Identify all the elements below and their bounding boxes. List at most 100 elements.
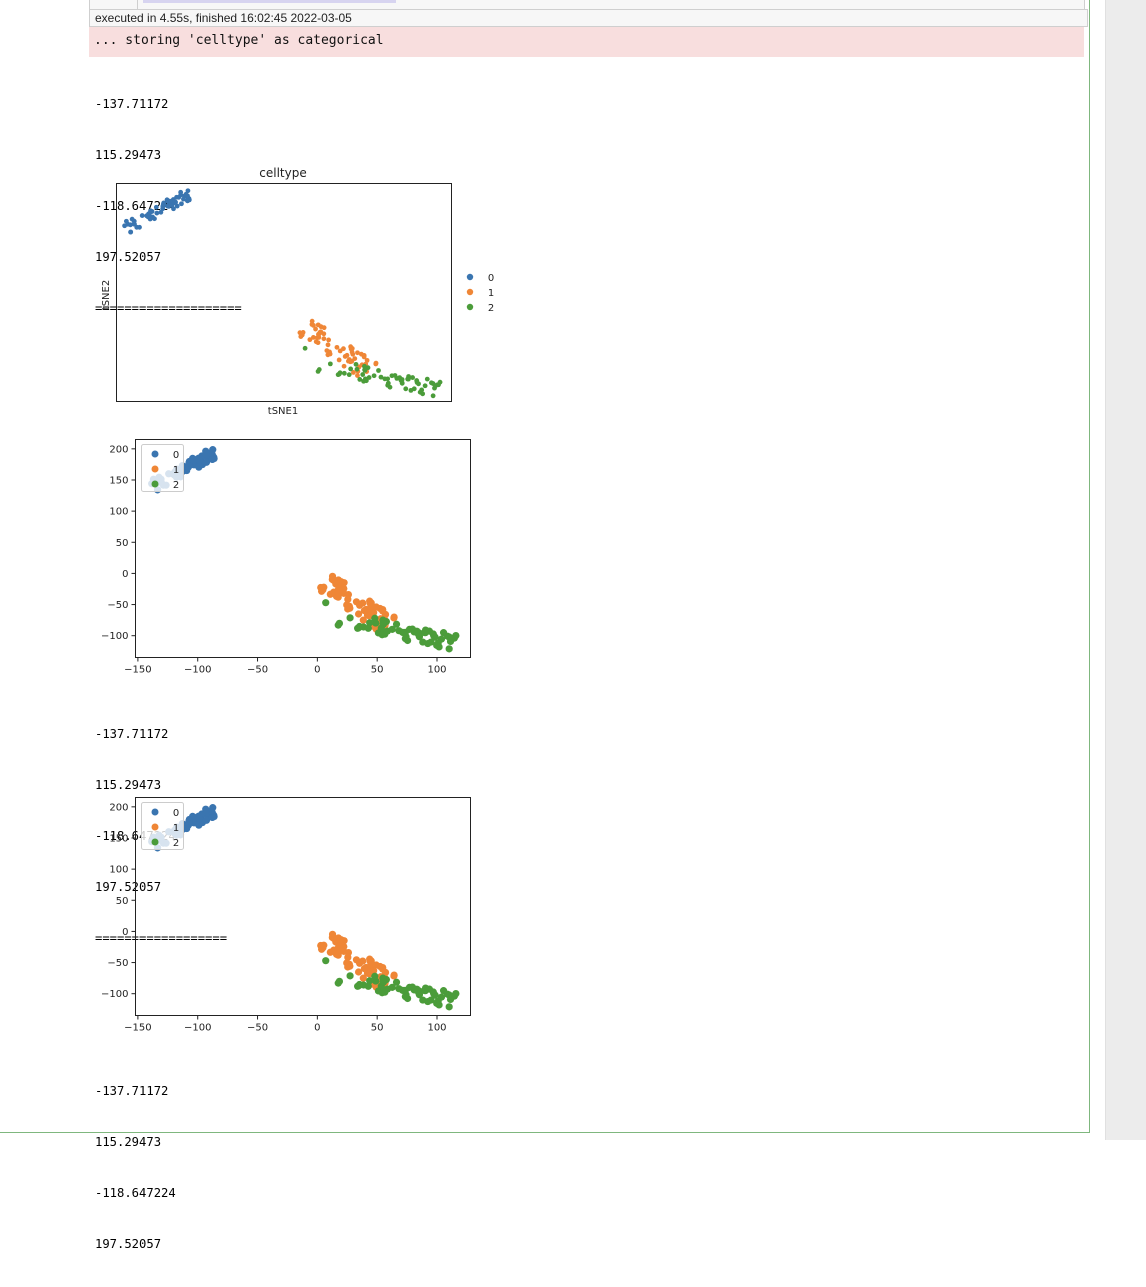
y-tick-label: 200	[109, 444, 128, 455]
scatter-point	[335, 619, 344, 627]
y-tick-label: 0	[122, 927, 128, 938]
output-line: -137.71172	[95, 97, 169, 111]
scatter-point	[359, 616, 367, 624]
scatter-point	[372, 603, 380, 611]
scatter-point	[335, 977, 344, 985]
scatter-point	[399, 380, 405, 386]
scatter-point	[344, 953, 352, 961]
scatter-point	[131, 221, 137, 227]
output-line: 115.29473	[95, 778, 162, 792]
scatter-point	[430, 393, 436, 399]
scatter-point	[185, 198, 190, 204]
legend: 0 1 2	[141, 802, 184, 850]
scatter-point	[325, 342, 331, 348]
scatter-point	[353, 361, 359, 367]
legend-box	[141, 444, 184, 492]
scatter-point	[311, 322, 316, 328]
scatter-point	[401, 635, 409, 643]
scatter-point	[411, 386, 417, 392]
scatter-point	[445, 645, 453, 653]
scatter-point	[165, 203, 170, 209]
scatter-point	[165, 199, 171, 205]
scatter-point	[372, 961, 380, 969]
axes-ticks: −150 −100 −50 0 50 100 200 150 100 50 0 −50 −100	[101, 444, 447, 675]
scatter-point	[298, 334, 304, 339]
scatter-point	[371, 614, 379, 622]
scatter-point	[128, 229, 134, 235]
scatter-point	[388, 625, 396, 633]
scatter-point	[202, 816, 211, 824]
scatter-point	[366, 375, 372, 380]
plot-frame	[135, 439, 471, 658]
scatter-point	[183, 191, 189, 197]
scatter-point	[364, 982, 372, 990]
scatter-point	[355, 350, 360, 356]
scatter-point	[354, 624, 363, 632]
scatter-point	[129, 216, 135, 222]
scatter-point	[370, 967, 378, 975]
scatter-point	[181, 196, 186, 202]
y-tick-label: 100	[109, 507, 128, 518]
legend-label-2: 2	[488, 303, 494, 314]
y-tick-label: 150	[109, 475, 128, 486]
scatter-point	[208, 813, 217, 822]
output-line: 197.52057	[95, 1237, 162, 1251]
scatter-point	[373, 360, 379, 366]
scatter-point	[390, 613, 398, 621]
x-tick-label: 0	[314, 1023, 320, 1034]
scatter-point	[366, 619, 374, 627]
scatter-point	[208, 455, 217, 464]
scatter-point	[185, 188, 191, 194]
separator-line: ==================	[95, 931, 228, 945]
scatter-point	[420, 391, 426, 397]
x-tick-label: 50	[371, 665, 384, 676]
legend: 0 1 2	[466, 273, 494, 314]
plot-frame	[116, 183, 452, 402]
output-text-block-2: -137.71172 115.29473 -118.647224 197.520…	[95, 692, 227, 981]
scatter-point	[392, 978, 401, 986]
scatter-point	[336, 371, 342, 377]
scatter-point	[327, 351, 333, 357]
scatter-point	[158, 209, 164, 215]
scatter-point	[144, 213, 150, 219]
output-line: -118.647224	[95, 1186, 176, 1200]
scatter-point	[195, 463, 203, 471]
scatter-point	[195, 821, 203, 829]
output-line: -118.647224	[95, 199, 176, 213]
scatter-point	[360, 607, 368, 615]
x-tick-label: −50	[247, 665, 268, 676]
scatter-point	[320, 941, 328, 949]
scatter-point	[139, 213, 145, 218]
scatter-point	[379, 606, 387, 614]
scatter-point	[419, 996, 427, 1004]
scatter-point	[379, 977, 387, 986]
scatter-point	[318, 324, 324, 330]
scatter-point	[382, 376, 388, 382]
scatter-point	[394, 375, 400, 381]
scatter-point	[361, 352, 367, 358]
scatter-point	[336, 357, 342, 363]
scatter-point	[354, 982, 363, 990]
scatter-point	[178, 192, 184, 198]
legend-box	[141, 802, 184, 850]
notebook-cell[interactable]: executed in 4.55s, finished 16:02:45 202…	[89, 0, 1090, 1251]
tsne-matplotlib-plot-1: −150 −100 −50 0 50 100 200 150 100 50 0 −50 −100 0 1…	[101, 439, 471, 676]
y-tick-label: 200	[109, 802, 128, 813]
scatter-point	[378, 631, 386, 639]
scatter-point	[302, 345, 308, 351]
scatter-point	[410, 375, 415, 380]
scatter-point	[347, 359, 353, 365]
scatter-point	[137, 224, 142, 230]
scatter-point	[122, 223, 128, 229]
y-tick-label: 50	[116, 896, 129, 907]
scatter-points	[148, 804, 460, 1011]
legend-marker-0	[151, 808, 159, 816]
scatter-point	[360, 372, 366, 377]
page-scrollbar[interactable]	[1105, 0, 1146, 1140]
scatter-point	[322, 957, 330, 965]
y-tick-label: 0	[122, 569, 128, 580]
y-axis-label: tSNE2	[101, 280, 112, 310]
x-tick-label: 100	[427, 1023, 446, 1034]
scatter-point	[364, 624, 372, 632]
code-selection-highlight	[143, 0, 396, 3]
